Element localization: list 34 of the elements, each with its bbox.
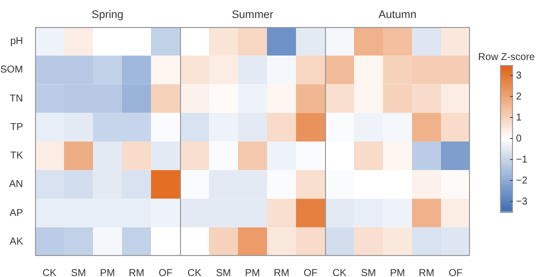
color-bar-label: −2	[516, 175, 528, 186]
text: Autumn	[378, 9, 416, 22]
text: Spring	[92, 9, 124, 22]
x-tick-label: SM	[71, 268, 86, 277]
y-tick-label: pH	[10, 36, 23, 48]
y-tick-label: TN	[10, 93, 23, 104]
color-bar-label: 2	[516, 91, 522, 102]
color-bar-title: Row Z-score	[478, 52, 536, 63]
x-tick-label: RM	[418, 268, 434, 277]
x-tick-label: SM	[361, 268, 376, 277]
x-tick-label: PM	[245, 268, 260, 277]
x-tick-label: PM	[390, 268, 405, 277]
y-tick-label: TK	[10, 150, 24, 162]
x-tick-label: OF	[448, 268, 462, 277]
color-bar-label: −1	[516, 154, 528, 166]
x-tick-label: OF	[304, 268, 318, 277]
text: Summer	[232, 9, 274, 22]
x-tick-label: SM	[216, 268, 231, 277]
x-tick-label: CK	[42, 268, 57, 277]
y-tick-label: SOM	[0, 64, 23, 76]
x-tick-label: RM	[274, 268, 290, 277]
color-bar-label: 3	[516, 70, 522, 82]
y-tick-label: TP	[10, 122, 24, 133]
y-tick-label: AN	[9, 179, 23, 190]
x-tick-label: PM	[100, 268, 115, 277]
x-tick-label: RM	[128, 268, 144, 277]
x-tick-label: CK	[188, 268, 202, 277]
color-bar-label: 1	[516, 112, 522, 124]
y-tick-label: AK	[10, 236, 24, 248]
x-tick-label: CK	[332, 268, 347, 277]
color-bar-label: 0	[516, 133, 522, 144]
y-tick-label: AP	[10, 208, 24, 219]
x-tick-label: OF	[158, 268, 172, 277]
color-bar-label: −3	[516, 196, 528, 208]
